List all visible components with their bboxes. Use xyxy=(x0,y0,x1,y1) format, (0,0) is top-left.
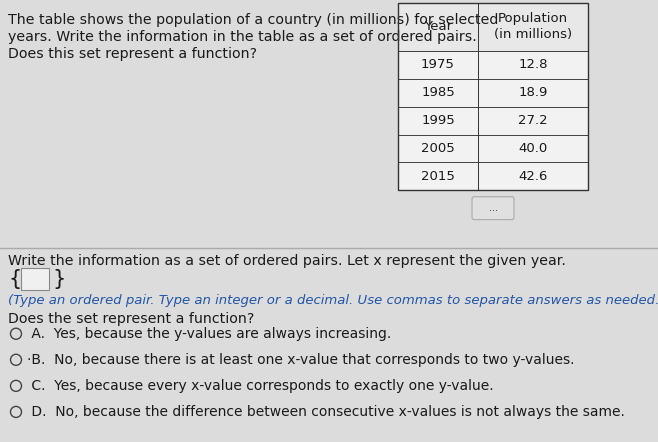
Text: 1985: 1985 xyxy=(421,86,455,99)
Text: Year: Year xyxy=(424,20,452,33)
Text: (Type an ordered pair. Type an integer or a decimal. Use commas to separate answ: (Type an ordered pair. Type an integer o… xyxy=(8,293,658,307)
FancyBboxPatch shape xyxy=(398,3,588,51)
Text: Write the information as a set of ordered pairs. Let x represent the given year.: Write the information as a set of ordere… xyxy=(8,254,566,267)
FancyBboxPatch shape xyxy=(398,79,588,107)
FancyBboxPatch shape xyxy=(398,163,588,191)
FancyBboxPatch shape xyxy=(472,197,514,220)
Text: Population
(in millions): Population (in millions) xyxy=(494,12,572,41)
Text: 12.8: 12.8 xyxy=(519,58,547,71)
Text: ·B.  No, because there is at least one x-value that corresponds to two y-values.: ·B. No, because there is at least one x-… xyxy=(27,353,574,367)
Text: ...: ... xyxy=(488,203,497,213)
Text: 18.9: 18.9 xyxy=(519,86,547,99)
Text: }: } xyxy=(52,269,65,289)
Text: 40.0: 40.0 xyxy=(519,142,547,155)
FancyBboxPatch shape xyxy=(398,107,588,134)
FancyBboxPatch shape xyxy=(21,267,49,290)
Text: 1995: 1995 xyxy=(421,114,455,127)
Text: Does this set represent a function?: Does this set represent a function? xyxy=(8,47,257,61)
Text: 2005: 2005 xyxy=(421,142,455,155)
Text: A.  Yes, because the y-values are always increasing.: A. Yes, because the y-values are always … xyxy=(27,327,392,341)
Text: years. Write the information in the table as a set of ordered pairs.: years. Write the information in the tabl… xyxy=(8,30,477,44)
Text: 42.6: 42.6 xyxy=(519,170,547,183)
FancyBboxPatch shape xyxy=(398,51,588,79)
Text: D.  No, because the difference between consecutive x-values is not always the sa: D. No, because the difference between co… xyxy=(27,405,625,419)
Text: 27.2: 27.2 xyxy=(519,114,548,127)
Text: {: { xyxy=(8,269,21,289)
FancyBboxPatch shape xyxy=(398,134,588,163)
Text: 1975: 1975 xyxy=(421,58,455,71)
Text: Does the set represent a function?: Does the set represent a function? xyxy=(8,312,255,326)
Text: 2015: 2015 xyxy=(421,170,455,183)
Text: C.  Yes, because every x-value corresponds to exactly one y-value.: C. Yes, because every x-value correspond… xyxy=(27,379,494,393)
Text: The table shows the population of a country (in millions) for selected: The table shows the population of a coun… xyxy=(8,13,498,27)
